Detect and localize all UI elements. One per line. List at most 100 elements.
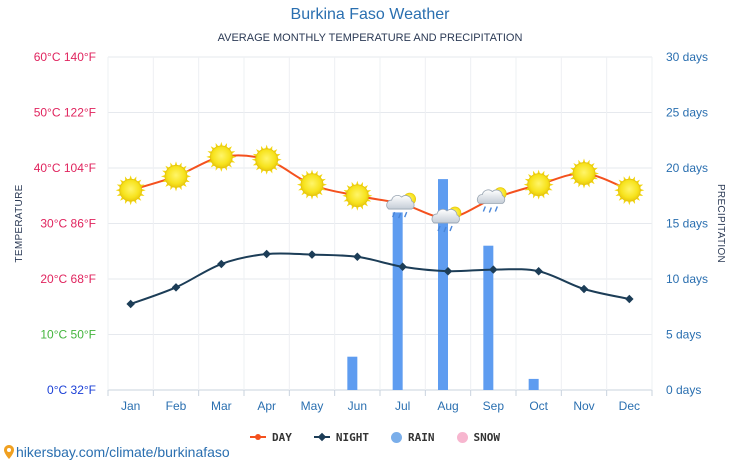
y-right-tick-label: 25 days: [666, 106, 708, 120]
rain-drop: [437, 225, 441, 232]
cloud-rain-sun-icon[interactable]: [431, 206, 462, 233]
x-tick-label: Mar: [211, 399, 232, 413]
night-point[interactable]: [353, 252, 362, 262]
night-point[interactable]: [625, 294, 634, 304]
sun-disc: [617, 178, 641, 202]
rain-bar[interactable]: [347, 356, 358, 390]
sun-ray: [356, 206, 359, 211]
rain-bar[interactable]: [528, 378, 539, 390]
sun-disc: [572, 162, 596, 185]
x-tick-label: Nov: [573, 399, 594, 413]
sun-ray: [628, 175, 631, 180]
night-point[interactable]: [171, 283, 181, 292]
sun-icon[interactable]: [115, 175, 146, 206]
map-pin-icon: [4, 445, 14, 459]
legend-snow-label: SNOW: [473, 430, 501, 444]
legend-day-label: DAY: [272, 430, 292, 444]
sun-icon[interactable]: [523, 169, 554, 200]
sun-icon[interactable]: [297, 169, 327, 200]
rain-bar[interactable]: [438, 179, 448, 390]
night-point[interactable]: [126, 299, 135, 309]
rain-bar[interactable]: [483, 245, 494, 390]
rain-drop: [398, 212, 402, 219]
night-point[interactable]: [262, 249, 271, 259]
legend-item-rain[interactable]: RAIN: [391, 431, 435, 444]
sun-icon[interactable]: [569, 158, 599, 189]
sun-disc: [300, 173, 324, 197]
night-point[interactable]: [307, 250, 317, 259]
sun-ray: [141, 188, 146, 192]
chart-legend: DAY NIGHT RAIN SNOW: [250, 428, 500, 446]
night-point[interactable]: [443, 266, 453, 276]
rain-drop: [494, 206, 498, 212]
sun-ray: [537, 195, 540, 200]
sun-disc: [345, 184, 369, 208]
y-left-tick-label: 20°C 68°F: [40, 272, 96, 286]
legend-rain-label: RAIN: [408, 430, 435, 444]
legend-item-night[interactable]: NIGHT: [313, 431, 369, 444]
sun-ray: [322, 183, 327, 186]
sun-ray: [628, 201, 631, 206]
x-tick-label: Apr: [257, 399, 276, 413]
chart-title: Burkina Faso Weather: [290, 6, 450, 23]
source-url: hikersbay.com/climate/burkinafaso: [16, 444, 230, 460]
sun-ray: [206, 155, 211, 159]
sun-ray: [310, 169, 314, 174]
y-left-tick-label: 60°C 140°F: [34, 50, 96, 64]
rain-drop: [488, 207, 492, 213]
night-point[interactable]: [579, 284, 589, 294]
x-tick-label: Jun: [348, 399, 367, 413]
sun-ray: [174, 161, 178, 166]
sun-ray: [186, 175, 191, 178]
sun-ray: [251, 158, 256, 161]
source-link[interactable]: hikersbay.com/climate/burkinafaso: [4, 444, 230, 460]
sun-ray: [582, 184, 586, 189]
cloud-rain-sun-icon[interactable]: [386, 192, 416, 219]
sun-ray: [297, 183, 302, 186]
legend-item-snow[interactable]: SNOW: [456, 430, 501, 444]
y-left-tick-label: 40°C 104°F: [34, 161, 96, 175]
sun-disc: [527, 173, 551, 197]
y-right-tick-label: 0 days: [666, 383, 701, 397]
legend-night-swatch: [313, 432, 330, 442]
night-point[interactable]: [398, 262, 407, 272]
y-left-tick-label: 30°C 86°F: [40, 217, 96, 231]
x-tick-label: Jan: [121, 399, 140, 413]
cloud-shape: [476, 189, 506, 204]
sun-ray: [368, 194, 373, 198]
chart-subtitle: AVERAGE MONTHLY TEMPERATURE AND PRECIPIT…: [217, 32, 523, 44]
sun-icon[interactable]: [161, 161, 191, 192]
sun-ray: [161, 175, 166, 178]
x-tick-label: Oct: [529, 399, 548, 413]
rain-drop: [443, 226, 447, 233]
sun-icon[interactable]: [614, 175, 645, 206]
sun-icon[interactable]: [251, 144, 282, 175]
sun-icon[interactable]: [342, 180, 373, 211]
sun-ray: [129, 175, 132, 180]
x-tick-label: May: [301, 399, 324, 413]
x-tick-label: Jul: [395, 399, 410, 413]
night-line: [130, 252, 630, 305]
sun-ray: [220, 167, 223, 172]
sun-ray: [310, 195, 314, 200]
sun-ray: [174, 187, 178, 192]
sun-ray: [640, 188, 645, 192]
sun-ray: [594, 172, 599, 175]
sun-ray: [232, 155, 237, 159]
legend-snow-swatch: [456, 431, 468, 443]
legend-item-day[interactable]: DAY: [250, 431, 292, 444]
rain-bar[interactable]: [392, 212, 403, 390]
sun-disc: [119, 178, 143, 202]
cloud-rain-sun-icon[interactable]: [476, 187, 507, 213]
cloud-shape: [431, 208, 460, 224]
night-point[interactable]: [534, 266, 543, 276]
night-point[interactable]: [217, 259, 226, 269]
sun-ray: [115, 188, 120, 192]
y-left-tick-label: 0°C 32°F: [47, 383, 96, 397]
sun-ray: [569, 172, 574, 175]
y-axis-title-left: TEMPERATURE: [14, 184, 25, 262]
night-point[interactable]: [489, 265, 498, 274]
sun-ray: [356, 180, 359, 185]
sun-icon[interactable]: [206, 141, 237, 172]
